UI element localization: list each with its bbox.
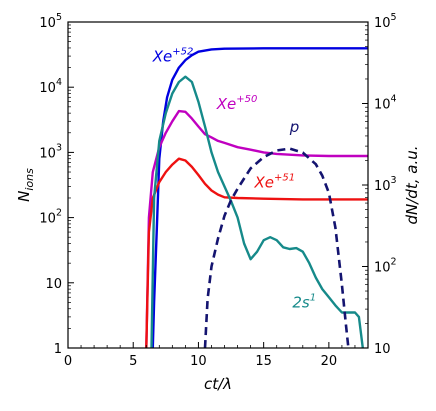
y-axis-label-left: Nions — [15, 168, 36, 202]
series-line-2s1 — [150, 75, 364, 348]
x-tick-label: 20 — [321, 354, 338, 369]
y-left-tick-label: 103 — [39, 142, 62, 161]
y-left-tick-label: 104 — [39, 77, 62, 96]
y-left-label-sub: ions — [23, 168, 36, 191]
y-right-tick-label: 10 — [374, 342, 391, 357]
y-left-label-main: N — [15, 191, 33, 202]
series-line-xe52 — [151, 47, 368, 348]
x-tick-label: 15 — [255, 354, 272, 369]
y-axis-label-right: dN/dt, a.u. — [403, 146, 421, 225]
y-right-tick-label: 103 — [374, 175, 397, 194]
annotation-xe51: Xe+51 — [254, 172, 296, 191]
annotation-xe50: Xe+50 — [216, 94, 258, 113]
y-left-tick-label: 105 — [39, 12, 62, 31]
y-left-tick-label: 1 — [54, 342, 62, 357]
annotation-p: p — [289, 118, 300, 136]
x-tick-label: 10 — [190, 354, 207, 369]
x-axis-label: ct/λ — [204, 375, 232, 393]
y-right-tick-label: 104 — [374, 94, 397, 113]
ticks-layer: 0 5 10 15 20 1 10 102 103 104 105 10 102 103 104 105 — [39, 12, 396, 369]
annotation-xe52: Xe+52 — [152, 46, 194, 65]
y-left-tick-label: 10 — [45, 277, 62, 292]
annotation-layer: Xe+52 Xe+50 Xe+51 p 2s1 — [152, 46, 316, 311]
y-right-tick-label: 105 — [374, 12, 397, 31]
annotation-s21: 2s1 — [292, 292, 316, 311]
series-line-p — [203, 147, 350, 348]
y-left-tick-label: 102 — [39, 208, 62, 227]
plot-frame — [67, 21, 369, 349]
series-layer — [145, 47, 368, 348]
y-right-tick-label: 102 — [374, 257, 397, 276]
x-tick-label: 0 — [64, 354, 72, 369]
series-line-xe50 — [145, 109, 368, 348]
x-tick-label: 5 — [129, 354, 137, 369]
series-line-xe51 — [145, 157, 368, 348]
